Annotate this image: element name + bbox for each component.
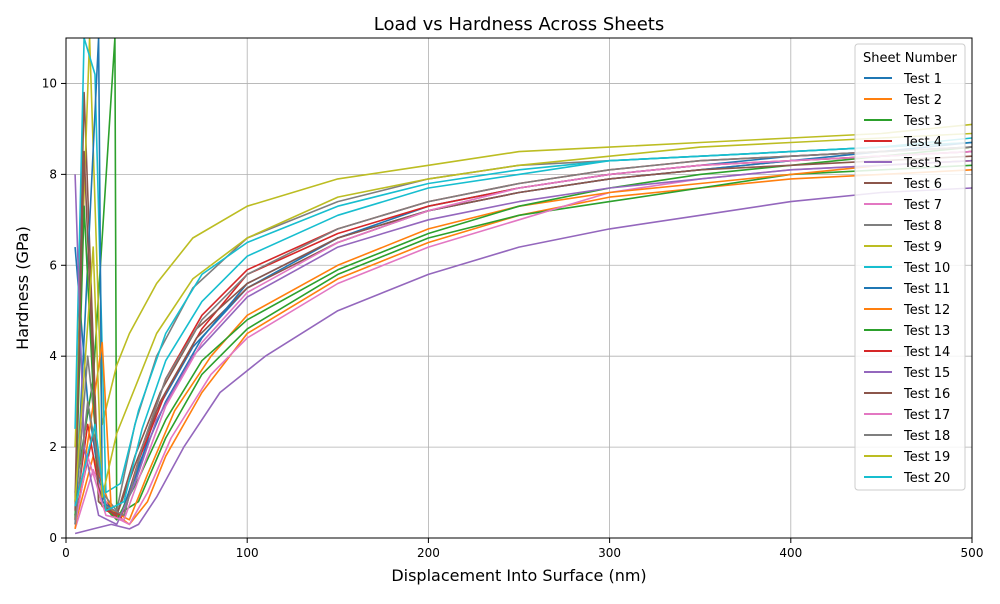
legend-title: Sheet Number — [863, 51, 958, 66]
legend-label: Test 13 — [903, 324, 950, 339]
y-tick-label: 8 — [49, 167, 57, 181]
legend-label: Test 14 — [903, 345, 950, 360]
plot-area — [66, 38, 972, 538]
legend-label: Test 3 — [903, 114, 942, 129]
series-line-test-3 — [74, 38, 972, 517]
legend-label: Test 16 — [903, 387, 950, 402]
y-tick-label: 10 — [42, 76, 57, 90]
plot-frame — [65, 37, 973, 539]
series-line-test-17 — [74, 150, 972, 525]
legend-label: Test 7 — [903, 198, 942, 213]
series-line-test-9 — [74, 38, 972, 448]
legend-label: Test 17 — [903, 408, 950, 423]
legend-label: Test 9 — [903, 240, 942, 255]
legend-label: Test 10 — [903, 261, 950, 276]
series-line-test-5 — [74, 187, 972, 535]
y-tick-label: 4 — [49, 349, 57, 363]
x-tick-label: 400 — [779, 546, 802, 560]
legend-label: Test 8 — [903, 219, 942, 234]
legend-label: Test 12 — [903, 303, 950, 318]
ticks: 0 100 200 300 400 500 0 2 4 6 8 10 — [42, 76, 984, 560]
legend-label: Test 4 — [903, 135, 942, 150]
series-line-test-15 — [74, 159, 972, 526]
series-layer — [74, 38, 972, 535]
y-tick-label: 2 — [49, 440, 57, 454]
y-axis-label: Hardness (GPa) — [13, 226, 32, 350]
series-line-test-16 — [74, 150, 972, 517]
x-tick-label: 200 — [417, 546, 440, 560]
series-line-test-19 — [74, 132, 972, 502]
legend-label: Test 11 — [903, 282, 950, 297]
x-axis-label: Displacement Into Surface (nm) — [391, 566, 646, 585]
x-tick-label: 500 — [961, 546, 984, 560]
y-tick-label: 6 — [49, 258, 57, 272]
legend-label: Test 18 — [903, 429, 950, 444]
legend-items: Test 1 Test 2 Test 3 Test 4 Test 5 Test 6 Test… — [864, 72, 950, 486]
legend-label: Test 5 — [903, 156, 942, 171]
x-tick-label: 100 — [236, 546, 259, 560]
x-tick-label: 300 — [598, 546, 621, 560]
legend-label: Test 2 — [903, 93, 942, 108]
x-tick-label: 0 — [62, 546, 70, 560]
legend-label: Test 20 — [903, 471, 950, 486]
series-line-test-20 — [74, 137, 972, 512]
series-line-test-18 — [74, 146, 972, 525]
legend-label: Test 1 — [903, 72, 942, 87]
legend-label: Test 15 — [903, 366, 950, 381]
legend-label: Test 6 — [903, 177, 942, 192]
chart-title: Load vs Hardness Across Sheets — [374, 14, 665, 35]
legend-label: Test 19 — [903, 450, 950, 465]
legend-box — [854, 43, 966, 491]
y-tick-label: 0 — [49, 531, 57, 545]
